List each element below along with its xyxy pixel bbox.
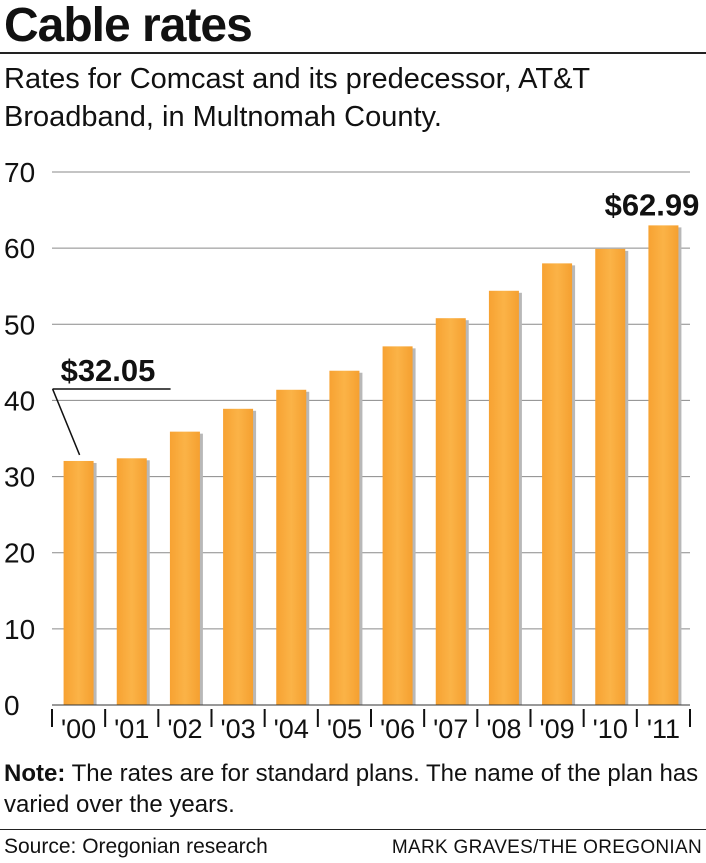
gridlines [52, 171, 690, 630]
bar-chart: 0 10 20 30 40 50 60 70 '00 '01 '02 '03 '04 '05 '06 '07… [4, 157, 700, 744]
x-tick-label: '04 [274, 714, 309, 744]
x-tick-label: '02 [167, 714, 202, 744]
source-text: Source: Oregonian research [4, 835, 268, 858]
bar [116, 458, 147, 705]
y-tick-label: 10 [4, 614, 35, 645]
chart-title: Cable rates [4, 0, 253, 52]
bar [542, 263, 573, 705]
annotation-leader [51, 388, 81, 456]
y-tick-label: 40 [4, 385, 35, 416]
y-tick-label: 50 [4, 309, 35, 340]
x-tick-label: '06 [380, 714, 415, 744]
x-tick-label: '11 [647, 714, 680, 744]
bar [223, 408, 254, 705]
footer-divider [0, 829, 706, 830]
y-axis-ticks: 0 10 20 30 40 50 60 70 [4, 157, 35, 721]
x-tick-label: '10 [593, 714, 628, 744]
bar [488, 290, 519, 705]
x-axis: '00 '01 '02 '03 '04 '05 '06 '07 '08 '09 '10 '11 [51, 704, 691, 744]
x-tick-label: '00 [61, 714, 96, 744]
bar [63, 460, 94, 705]
bar [648, 225, 679, 705]
bar [329, 370, 360, 705]
bar [382, 346, 413, 705]
bar [435, 318, 466, 705]
bar [169, 431, 200, 705]
bars [63, 225, 682, 705]
title-divider [0, 52, 706, 54]
credit-text: MARK GRAVES/THE OREGONIAN [391, 837, 702, 858]
annotation-label: $32.05 [61, 353, 156, 388]
note-text: The rates are for standard plans. The na… [4, 760, 699, 818]
x-tick-label: '07 [433, 714, 468, 744]
annotations: $32.05 $62.99 [51, 187, 700, 456]
bar [276, 389, 307, 705]
x-tick-label: '09 [539, 714, 574, 744]
x-tick-label: '05 [327, 714, 362, 744]
y-tick-label: 60 [4, 233, 35, 264]
y-tick-label: 70 [4, 157, 35, 188]
x-tick-label: '03 [220, 714, 255, 744]
bar [595, 248, 626, 705]
y-tick-label: 20 [4, 538, 35, 569]
y-tick-label: 30 [4, 462, 35, 493]
note-label: Note: [4, 760, 66, 787]
x-tick-label: '01 [114, 714, 149, 744]
x-tick-label: '08 [486, 714, 521, 744]
y-tick-label: 0 [4, 690, 20, 721]
annotation-label: $62.99 [605, 187, 700, 222]
note: Note: The rates are for standard plans. … [4, 758, 704, 820]
chart-subtitle: Rates for Comcast and its predecessor, A… [4, 63, 590, 133]
